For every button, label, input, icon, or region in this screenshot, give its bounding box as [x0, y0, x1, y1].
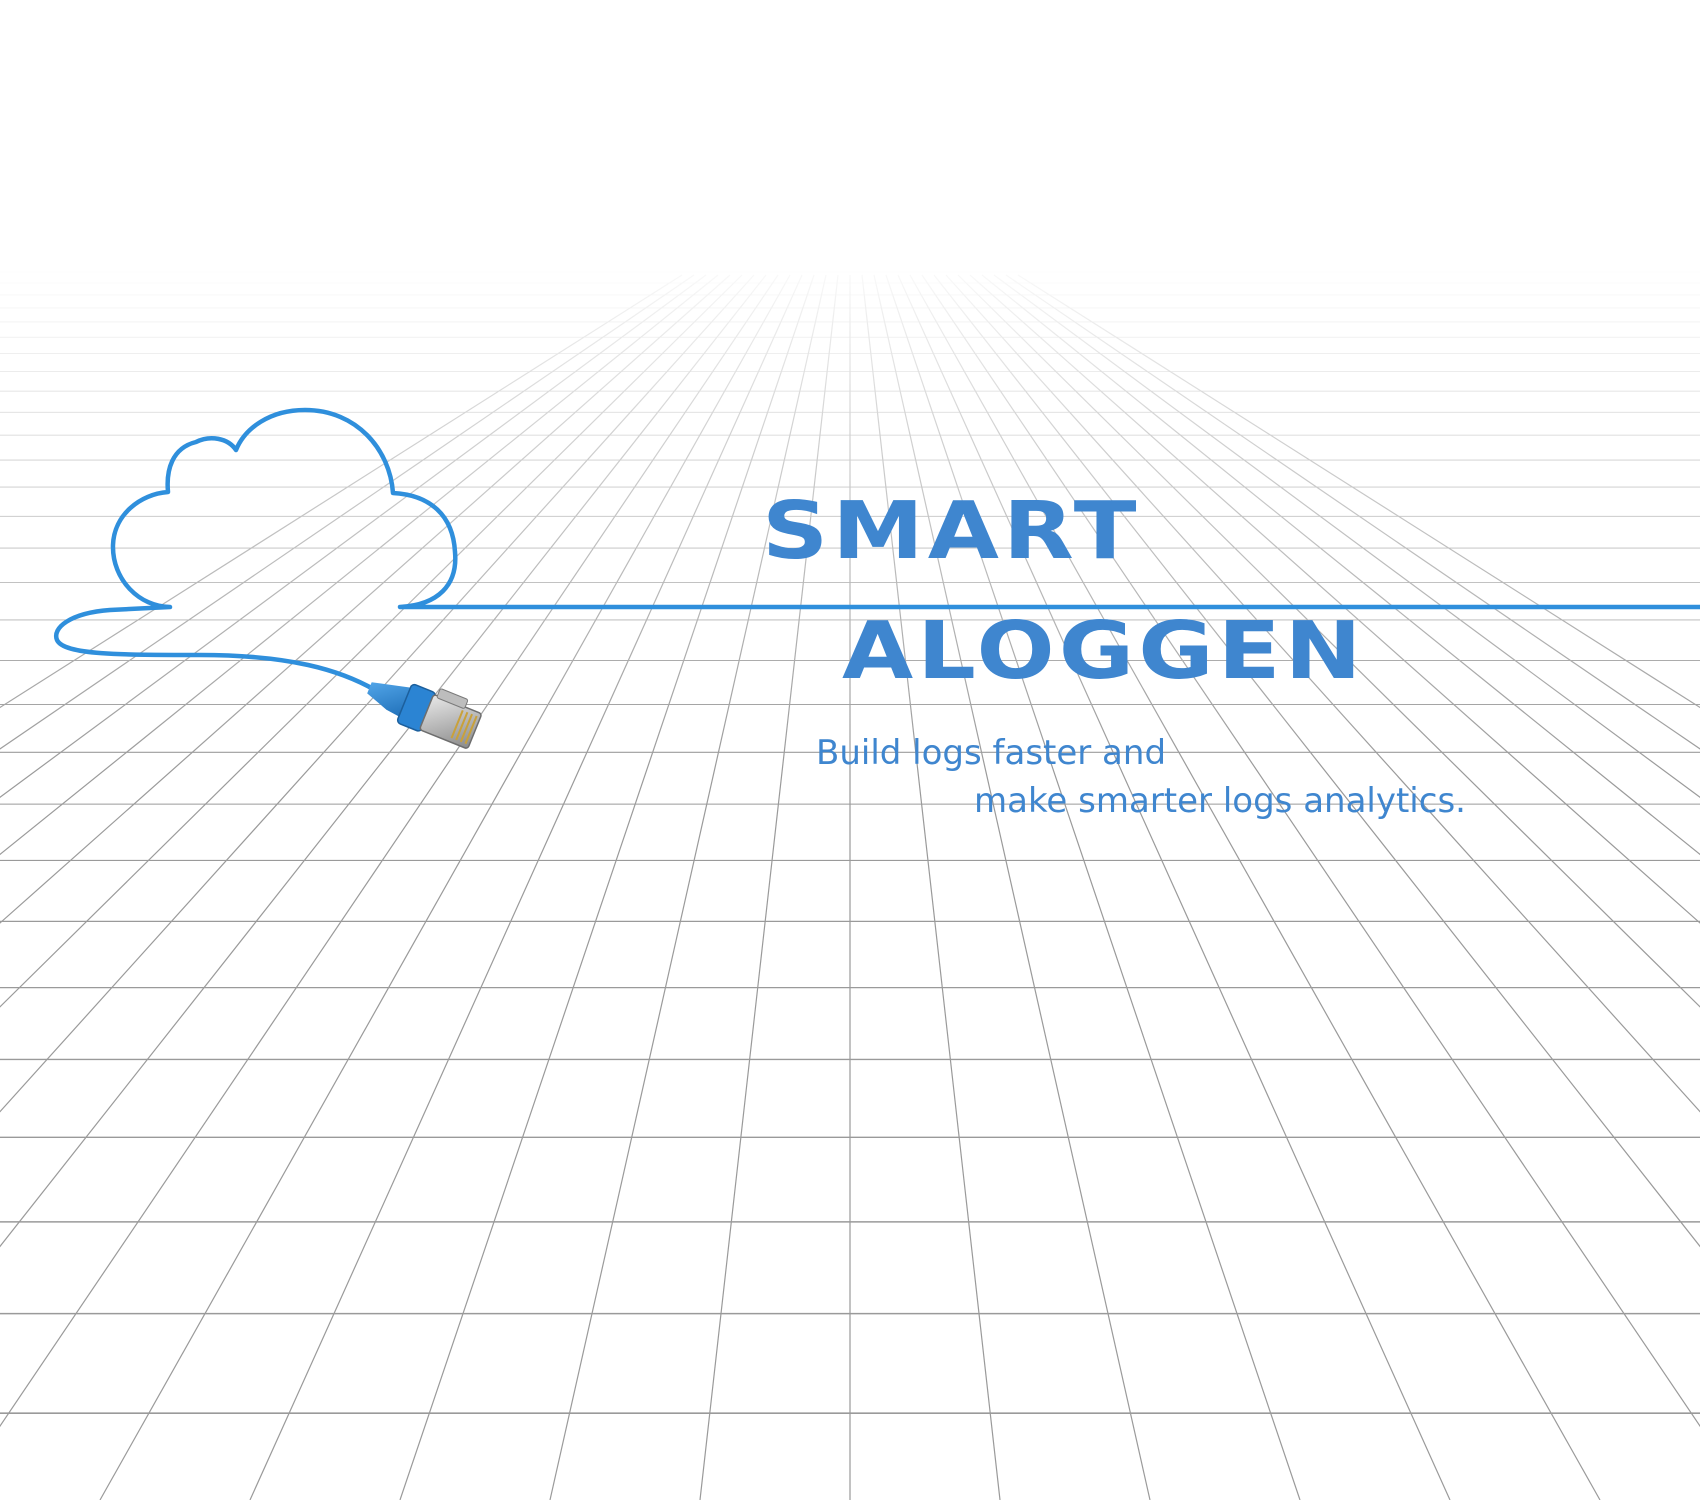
hero-tagline-line-1: Build logs faster and — [816, 733, 1167, 773]
ethernet-plug-icon — [367, 682, 482, 749]
hero-title-line-2: ALOGGEN — [842, 605, 1366, 698]
grid-horizon-fade — [0, 250, 1700, 770]
hero-tagline-line-2: make smarter logs analytics. — [974, 781, 1466, 821]
hero-title-line-1: SMART — [762, 485, 1141, 578]
cloud-outline-icon — [53, 407, 1700, 693]
